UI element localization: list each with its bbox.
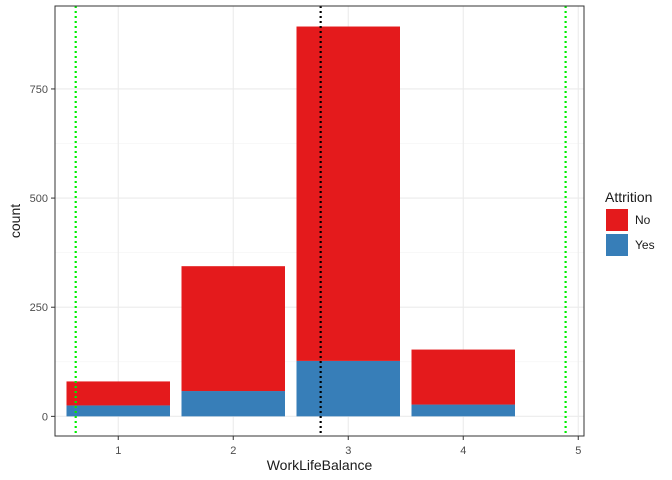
legend: Attrition No Yes [605,189,655,256]
x-tick-label: 2 [230,445,236,457]
x-tick-label: 4 [460,445,466,457]
x-tick-label: 5 [575,445,581,457]
bar-no-4 [411,349,515,405]
axes: 0 250 500 750 1 2 3 4 5 [30,84,582,457]
panel-border [54,5,585,437]
bar-no-1 [66,381,170,406]
y-tick-label: 0 [42,411,48,423]
bar-yes-1 [66,405,170,417]
bar-yes-2 [181,391,285,417]
bar-yes-3 [296,360,400,417]
legend-label-no: No [635,213,651,227]
legend-title: Attrition [605,189,652,205]
bars [66,26,515,417]
legend-key-no [606,209,628,231]
y-tick-label: 250 [30,302,48,314]
x-axis-title: WorkLifeBalance [267,457,373,473]
reference-lines [74,6,567,436]
bar-yes-4 [411,404,515,417]
x-tick-label: 3 [345,445,351,457]
x-tick-label: 1 [115,445,121,457]
y-axis-title: count [7,204,23,238]
bar-no-2 [181,266,285,392]
y-tick-label: 750 [30,84,48,96]
legend-key-yes [606,234,628,256]
bar-no-3 [296,26,400,361]
y-tick-label: 500 [30,193,48,205]
legend-label-yes: Yes [635,238,655,252]
